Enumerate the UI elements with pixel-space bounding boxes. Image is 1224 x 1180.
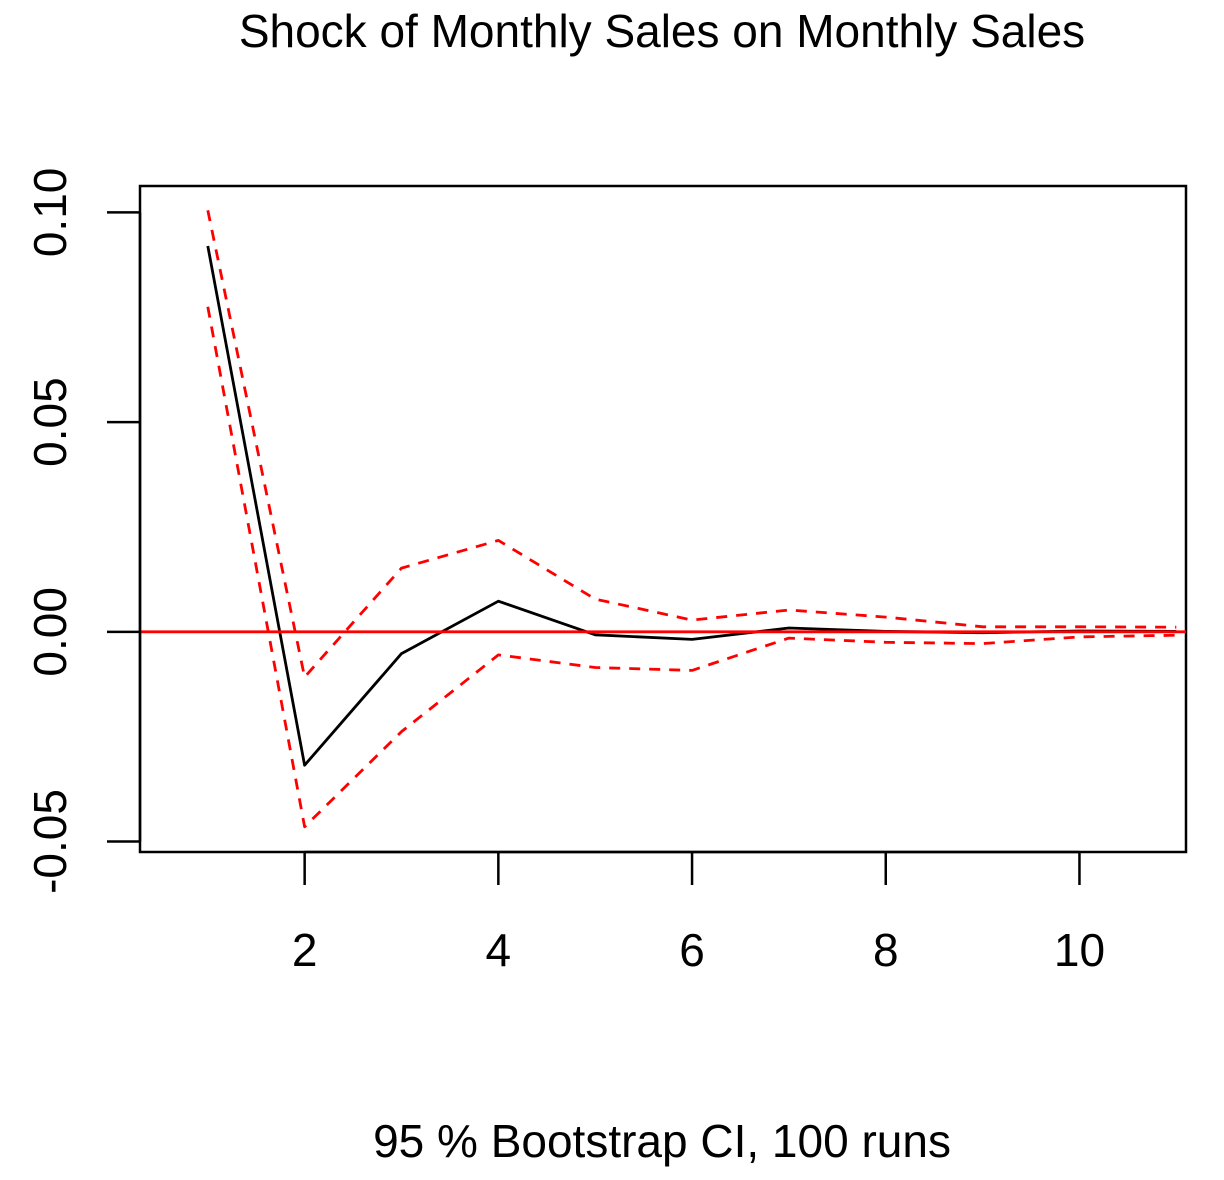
series-line-upper xyxy=(206,210,1177,679)
y-axis: -0.05 0.00 0.05 0.10 xyxy=(24,168,142,894)
x-tick-label: 4 xyxy=(486,924,512,976)
y-tick-label: 0.10 xyxy=(24,168,76,258)
y-tick-label: -0.05 xyxy=(24,789,76,894)
x-axis-label: 95 % Bootstrap CI, 100 runs xyxy=(373,1115,951,1167)
chart-title: Shock of Monthly Sales on Monthly Sales xyxy=(239,5,1085,57)
y-tick-label: 0.05 xyxy=(24,377,76,467)
x-tick-label: 2 xyxy=(292,924,318,976)
x-tick-label: 10 xyxy=(1054,924,1105,976)
series-line-response xyxy=(206,245,1177,767)
x-axis: 2 4 6 8 10 xyxy=(292,850,1105,976)
x-tick-label: 6 xyxy=(679,924,705,976)
y-tick-label: 0.00 xyxy=(24,587,76,677)
x-tick-label: 8 xyxy=(873,924,899,976)
series-line-lower xyxy=(206,306,1177,829)
plot-frame xyxy=(138,184,1188,854)
plot-area xyxy=(138,184,1188,854)
